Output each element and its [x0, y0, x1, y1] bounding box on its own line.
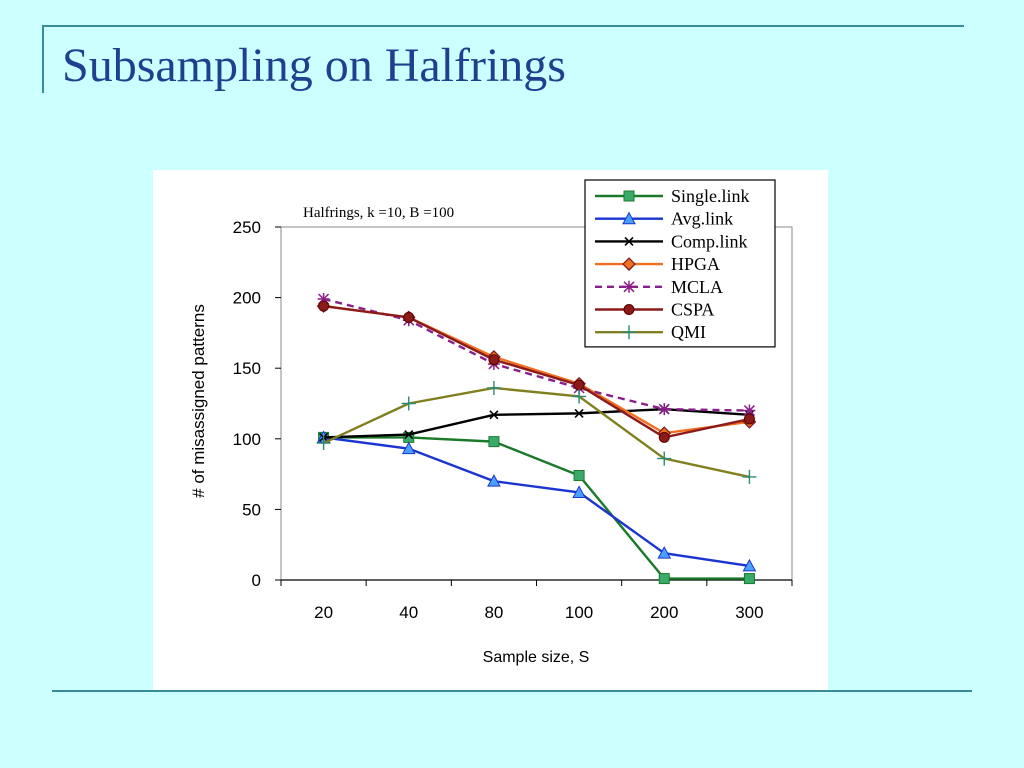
- title-rule-vertical: [42, 27, 44, 93]
- data-point: [742, 469, 757, 484]
- series-cspa: [318, 300, 755, 443]
- series-comp-link: [319, 404, 754, 442]
- y-tick-label: 0: [252, 571, 261, 590]
- data-point: [743, 413, 755, 425]
- slide-title: Subsampling on Halfrings: [62, 39, 566, 92]
- data-point: [574, 408, 584, 418]
- line-chart: Halfrings, k =10, B =100 0 50 100 150 200 250…: [189, 179, 793, 666]
- legend-label: Single.link: [671, 186, 750, 206]
- y-tick-label: 200: [233, 289, 261, 308]
- x-axis: 20 40 80 100 200 300: [280, 579, 793, 622]
- data-point: [742, 558, 757, 572]
- legend-label: Comp.link: [671, 231, 748, 251]
- data-point: [317, 293, 330, 306]
- legend-label: Avg.link: [671, 209, 733, 229]
- legend-entry: Avg.link: [595, 209, 733, 229]
- x-tick-label: 20: [314, 603, 333, 622]
- data-point: [316, 436, 331, 451]
- title-rule-horizontal: [42, 25, 964, 27]
- data-point: [401, 441, 416, 455]
- y-tick-label: 50: [242, 500, 261, 519]
- legend-entry: CSPA: [595, 300, 714, 320]
- data-point: [622, 257, 636, 271]
- data-point: [657, 451, 672, 466]
- data-point: [622, 325, 636, 340]
- y-axis: 0 50 100 150 200 250: [233, 218, 281, 590]
- legend-label: CSPA: [671, 300, 714, 320]
- data-point: [572, 389, 587, 404]
- data-point: [488, 354, 500, 366]
- footer-rule: [52, 690, 972, 692]
- legend-entry: HPGA: [595, 254, 720, 274]
- data-point: [573, 470, 585, 482]
- x-tick-label: 300: [735, 603, 763, 622]
- data-point: [658, 403, 671, 416]
- data-point: [318, 300, 330, 312]
- x-tick-label: 100: [565, 603, 593, 622]
- data-point: [572, 485, 586, 498]
- legend-entry: QMI: [595, 322, 706, 342]
- x-tick-label: 40: [399, 603, 418, 622]
- data-point: [403, 311, 415, 323]
- data-point: [622, 211, 636, 225]
- x-tick-label: 200: [650, 603, 678, 622]
- legend-entry: MCLA: [595, 277, 723, 297]
- data-point: [401, 396, 416, 411]
- series-avg-link: [316, 430, 757, 572]
- legend-label: MCLA: [671, 277, 723, 297]
- data-point: [573, 379, 585, 391]
- data-point: [658, 573, 670, 585]
- series-layer: [316, 293, 757, 585]
- data-point: [743, 404, 756, 417]
- data-point: [404, 429, 414, 440]
- data-point: [486, 380, 501, 395]
- legend-entry: Single.link: [595, 186, 750, 206]
- x-axis-label: Sample size, S: [483, 649, 590, 666]
- series-line: [323, 304, 750, 439]
- data-point: [487, 474, 501, 487]
- legend-label: HPGA: [671, 254, 720, 274]
- y-tick-label: 250: [233, 218, 261, 237]
- data-point: [623, 304, 635, 315]
- series-line: [323, 436, 750, 580]
- x-tick-label: 80: [484, 603, 503, 622]
- data-point: [624, 236, 634, 246]
- data-point: [623, 280, 635, 293]
- chart-title: Halfrings, k =10, B =100: [303, 205, 454, 221]
- legend-entry: Comp.link: [595, 231, 748, 251]
- chart-panel: Halfrings, k =10, B =100 0 50 100 150 200 250…: [153, 170, 828, 690]
- data-point: [743, 573, 755, 585]
- data-point: [489, 410, 499, 420]
- y-tick-label: 150: [233, 359, 261, 378]
- y-axis-label: # of misassigned patterns: [189, 304, 208, 498]
- data-point: [657, 546, 672, 559]
- y-tick-label: 100: [233, 430, 261, 449]
- series-line: [323, 386, 750, 479]
- data-point: [658, 431, 670, 443]
- series-single-link: [318, 431, 755, 585]
- series-line: [323, 436, 750, 568]
- data-point: [623, 190, 635, 202]
- series-qmi: [316, 380, 757, 484]
- data-point: [488, 436, 500, 448]
- legend-label: QMI: [671, 322, 706, 342]
